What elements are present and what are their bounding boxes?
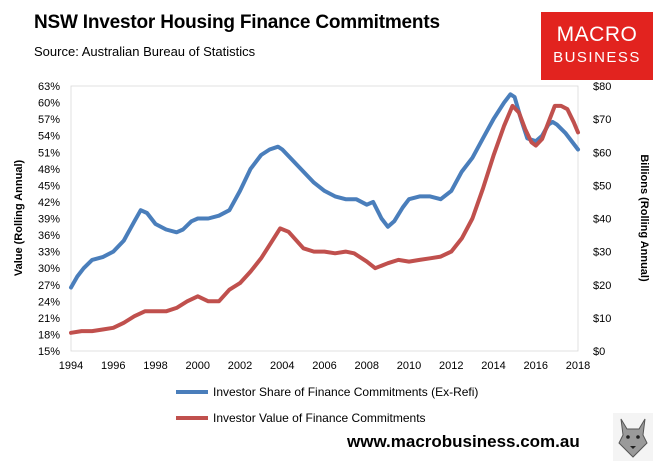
left-tick-label: 24%: [38, 296, 60, 308]
right-tick-label: $40: [593, 214, 611, 226]
chart-title: NSW Investor Housing Finance Commitments: [34, 12, 440, 33]
series-line-investor-share: [69, 92, 580, 290]
left-tick-label: 54%: [38, 131, 60, 143]
chart-source: Source: Australian Bureau of Statistics: [34, 44, 256, 59]
right-tick-label: $0: [593, 346, 605, 358]
left-tick-label: 21%: [38, 313, 60, 325]
logo-line-1: MACRO: [556, 23, 638, 46]
right-tick-label: $10: [593, 313, 611, 325]
x-tick-label: 2018: [566, 360, 590, 372]
left-tick-label: 30%: [38, 263, 60, 275]
x-tick-label: 2008: [355, 360, 379, 372]
right-tick-label: $70: [593, 114, 611, 126]
x-tick-label: 1998: [143, 360, 167, 372]
series-line-investor-value: [69, 103, 580, 335]
x-tick-label: 1996: [101, 360, 125, 372]
plot-area: [70, 85, 579, 352]
left-tick-label: 39%: [38, 214, 60, 226]
left-tick-label: 27%: [38, 280, 60, 292]
left-tick-label: 63%: [38, 81, 60, 93]
line-chart: 63% 60% 57% 54% 51% 48% 45% 42% 39% 36% 33% 30% 27% 2…: [13, 81, 650, 425]
left-tick-label: 42%: [38, 197, 60, 209]
left-tick-label: 36%: [38, 230, 60, 242]
x-tick-label: 2012: [439, 360, 463, 372]
website-url: www.macrobusiness.com.au: [347, 432, 580, 451]
logo-line-2: BUSINESS: [553, 49, 641, 66]
right-tick-label: $60: [593, 147, 611, 159]
series-lines: [69, 92, 580, 335]
x-tick-label: 2004: [270, 360, 294, 372]
legend-label-value: Investor Value of Finance Commitments: [213, 411, 426, 425]
legend: Investor Share of Finance Commitments (E…: [176, 385, 478, 425]
x-tick-label: 2010: [397, 360, 421, 372]
left-tick-label: 48%: [38, 164, 60, 176]
right-tick-label: $50: [593, 180, 611, 192]
x-axis-ticks: 1994 1996 1998 2000 2002 2004 2006 2008 2010 2012…: [59, 360, 590, 372]
left-axis-title: Value (Rolling Annual): [13, 160, 25, 277]
right-tick-label: $80: [593, 81, 611, 93]
right-tick-label: $30: [593, 247, 611, 259]
legend-label-share: Investor Share of Finance Commitments (E…: [213, 385, 478, 399]
macrobusiness-logo: MACRO BUSINESS: [541, 12, 653, 80]
left-tick-label: 33%: [38, 247, 60, 259]
left-axis-ticks: 63% 60% 57% 54% 51% 48% 45% 42% 39% 36% 33% 30% 27% 2…: [38, 81, 60, 358]
left-tick-label: 51%: [38, 147, 60, 159]
left-tick-label: 57%: [38, 114, 60, 126]
right-axis-title: Billions (Rolling Annual): [638, 154, 650, 282]
x-tick-label: 2000: [186, 360, 210, 372]
x-tick-label: 2002: [228, 360, 252, 372]
left-tick-label: 15%: [38, 346, 60, 358]
x-tick-label: 2006: [312, 360, 336, 372]
left-tick-label: 18%: [38, 329, 60, 341]
left-tick-label: 60%: [38, 98, 60, 110]
wolf-mascot-icon: [613, 413, 653, 461]
right-axis-ticks: $80 $70 $60 $50 $40 $30 $20 $10 $0: [593, 81, 611, 358]
x-tick-label: 2016: [524, 360, 548, 372]
right-tick-label: $20: [593, 280, 611, 292]
x-tick-label: 1994: [59, 360, 83, 372]
x-tick-label: 2014: [481, 360, 505, 372]
left-tick-label: 45%: [38, 180, 60, 192]
